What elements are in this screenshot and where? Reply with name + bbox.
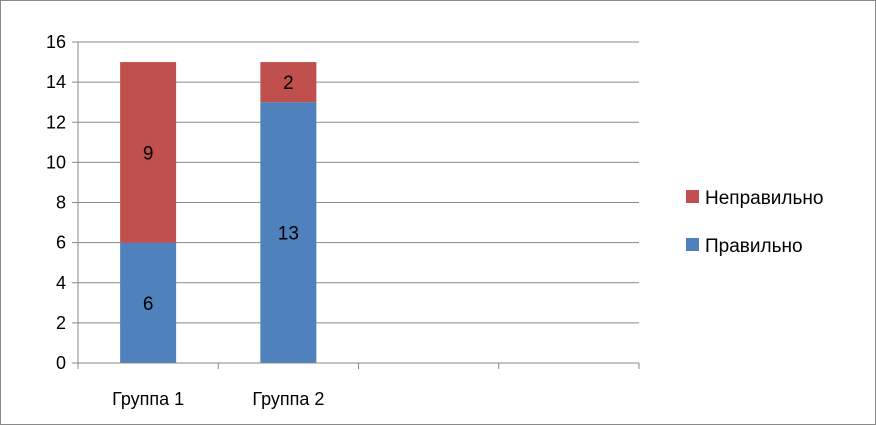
y-tick-label: 8 <box>56 193 66 213</box>
legend-swatch <box>686 238 699 251</box>
y-tick-label: 12 <box>46 112 66 132</box>
data-label: 13 <box>278 224 299 245</box>
x-tick-label: Группа 1 <box>112 389 184 409</box>
y-tick-label: 10 <box>46 152 66 172</box>
x-tick-label: Группа 2 <box>252 389 324 409</box>
y-tick-label: 6 <box>56 233 66 253</box>
axes <box>72 41 640 369</box>
y-tick-label: 0 <box>56 353 66 373</box>
y-tick-label: 14 <box>46 72 66 92</box>
tick-labels: 0 2 4 6 8 10 12 14 16 Группа 1 Группа 2 <box>46 32 324 409</box>
data-labels: 6 9 13 2 <box>143 73 299 315</box>
y-tick-label: 16 <box>46 32 66 52</box>
bar-incorrect-2 <box>260 62 317 103</box>
legend: Неправильно Правильно <box>686 188 823 257</box>
legend-swatch <box>686 190 699 203</box>
data-label: 2 <box>283 73 294 94</box>
bars <box>120 62 317 363</box>
y-tick-label: 4 <box>56 273 66 293</box>
data-label: 6 <box>143 294 154 315</box>
data-label: 9 <box>143 143 154 164</box>
y-tick-label: 2 <box>56 313 66 333</box>
legend-label: Правильно <box>705 236 803 257</box>
bar-correct-1 <box>120 242 177 363</box>
legend-label: Неправильно <box>705 188 823 209</box>
bar-incorrect-1 <box>120 62 177 243</box>
bar-correct-2 <box>260 102 317 363</box>
